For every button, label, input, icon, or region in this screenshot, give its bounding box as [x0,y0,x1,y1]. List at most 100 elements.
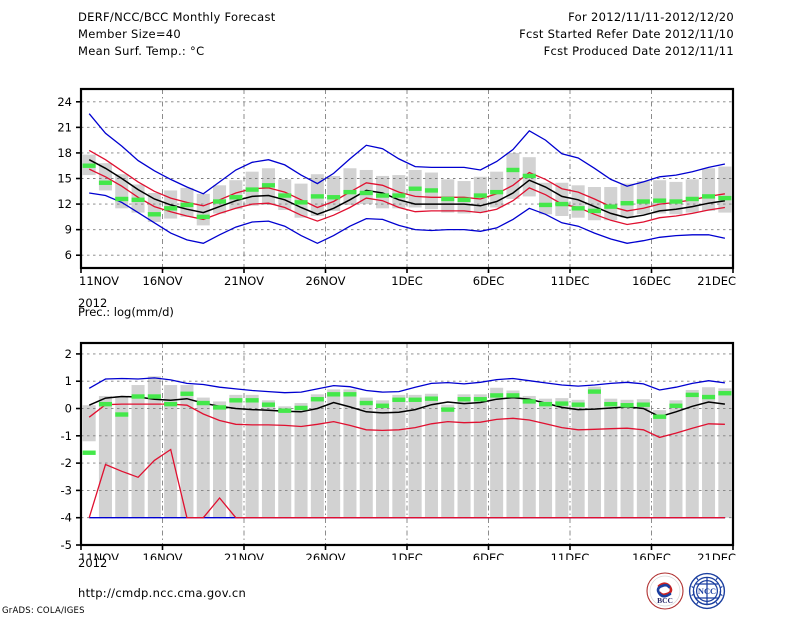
ensemble-bar [539,398,553,518]
y-tick-label: 1 [65,374,72,388]
observed-marker [131,197,145,203]
bcc-logo-icon: BCC [646,572,684,610]
ensemble-bar [473,394,487,518]
x-tick-label: 26NOV [306,274,346,288]
ensemble-bar [571,399,585,518]
series-line-max [88,377,725,394]
ensemble-bar [555,398,569,518]
x-tick-label: 6DEC [473,551,504,560]
ensemble-bar [490,171,504,208]
ensemble-bar [196,397,210,518]
observed-marker [555,401,569,406]
ensemble-bar [653,180,667,214]
y-axis: 6 9 12 15 18 21 24 [57,95,81,262]
observed-marker [587,389,601,394]
observed-marker [636,402,650,407]
temperature-plot: 6 9 12 15 18 21 24 11NOV 16NOV 21NOV 26NOV 1DEC 6DEC… [57,87,736,288]
ensemble-bar [620,399,634,518]
observed-marker [310,194,324,199]
x-axis: 11NOV 16NOV 21NOV 26NOV 1DEC 6DEC 11DEC 16DEC 21… [79,268,736,288]
observed-markers [82,163,732,220]
x-tick-label: 16DEC [632,551,671,560]
x-tick-label: 16NOV [143,274,183,288]
observed-marker [473,193,487,198]
ensemble-bar [636,181,650,215]
observed-marker [196,214,210,220]
ensemble-bar [718,166,732,213]
x-tick-label: 11DEC [551,551,590,560]
observed-marker [555,201,569,207]
y-tick-label: 24 [57,95,72,109]
observed-marker [164,206,178,211]
y-tick-label: -4 [61,511,72,525]
y-tick-label: 9 [65,223,72,237]
observed-marker [604,401,618,407]
observed-marker [685,196,699,202]
observed-marker [343,189,357,195]
observed-marker [98,180,112,185]
ensemble-bar [506,390,520,518]
ensemble-bar [702,387,716,518]
observed-marker [392,193,406,198]
observed-marker [327,392,341,397]
temperature-variable-label: Mean Surf. Temp.: °C [78,44,205,58]
observed-marker [490,393,504,398]
observed-marker [441,196,455,202]
x-tick-label: 16NOV [143,551,183,560]
observed-marker [571,402,585,407]
observed-marker [180,202,194,208]
observed-marker [685,392,699,398]
series-line-min [89,192,726,245]
observed-marker [82,163,96,168]
ensemble-bar [213,401,227,518]
y-tick-label: 6 [65,248,72,262]
observed-marker [441,407,455,412]
y-tick-label: -3 [61,483,72,497]
series-line-mean-std [88,149,726,212]
series-line-mean-std [88,395,725,418]
observed-marker [229,195,243,200]
ensemble-bar [245,394,259,518]
observed-marker [310,397,324,402]
series-line-lowspread [88,448,725,519]
ncc-logo-icon: NCC [688,572,726,610]
ensemble-bar [359,397,373,518]
ensemble-bar [261,400,275,518]
observed-marker [115,196,129,202]
observed-marker [261,183,275,188]
x-axis: 11NOV 16NOV 21NOV 26NOV 1DEC 6DEC 11DEC 16DEC 21… [79,545,736,560]
observed-marker [571,206,585,211]
ensemble-bar [98,395,112,518]
observed-marker [245,398,259,403]
observed-marker [506,167,520,173]
observed-marker [424,188,438,193]
ensemble-bar [131,385,145,518]
y-axis: -5 -4 -3 -2 -1 0 1 2 [61,347,81,552]
ensemble-bar [180,385,194,518]
observed-marker [131,394,145,399]
y-tick-label: 21 [57,120,72,134]
ensemble-bar [408,394,422,518]
series-line-mean [88,159,726,219]
observed-marker [164,401,178,407]
ensemble-bar [376,400,390,518]
produced-date-label: Fcst Produced Date 2012/11/11 [543,44,734,58]
temperature-chart: 6 9 12 15 18 21 24 11NOV 16NOV 21NOV 26NOV 1DEC 6DEC… [0,62,800,302]
source-url[interactable]: http://cmdp.ncc.cma.gov.cn [78,586,247,600]
gridlines [81,89,733,268]
precipitation-variable-label: Prec.: log(mm/d) [78,305,174,319]
observed-marker [702,194,716,199]
observed-marker [392,397,406,402]
observed-marker [636,199,650,204]
observed-marker [98,401,112,407]
ensemble-bar [604,398,618,518]
observed-marker [522,399,536,404]
observed-marker [278,408,292,413]
observed-marker [359,190,373,196]
observed-marker [376,193,390,198]
refer-date-label: Fcst Started Refer Date 2012/11/10 [519,27,734,41]
bottom-axis-year: 2012 [78,556,108,570]
observed-marker [506,393,520,398]
observed-markers [82,389,732,455]
observed-marker [408,397,422,402]
